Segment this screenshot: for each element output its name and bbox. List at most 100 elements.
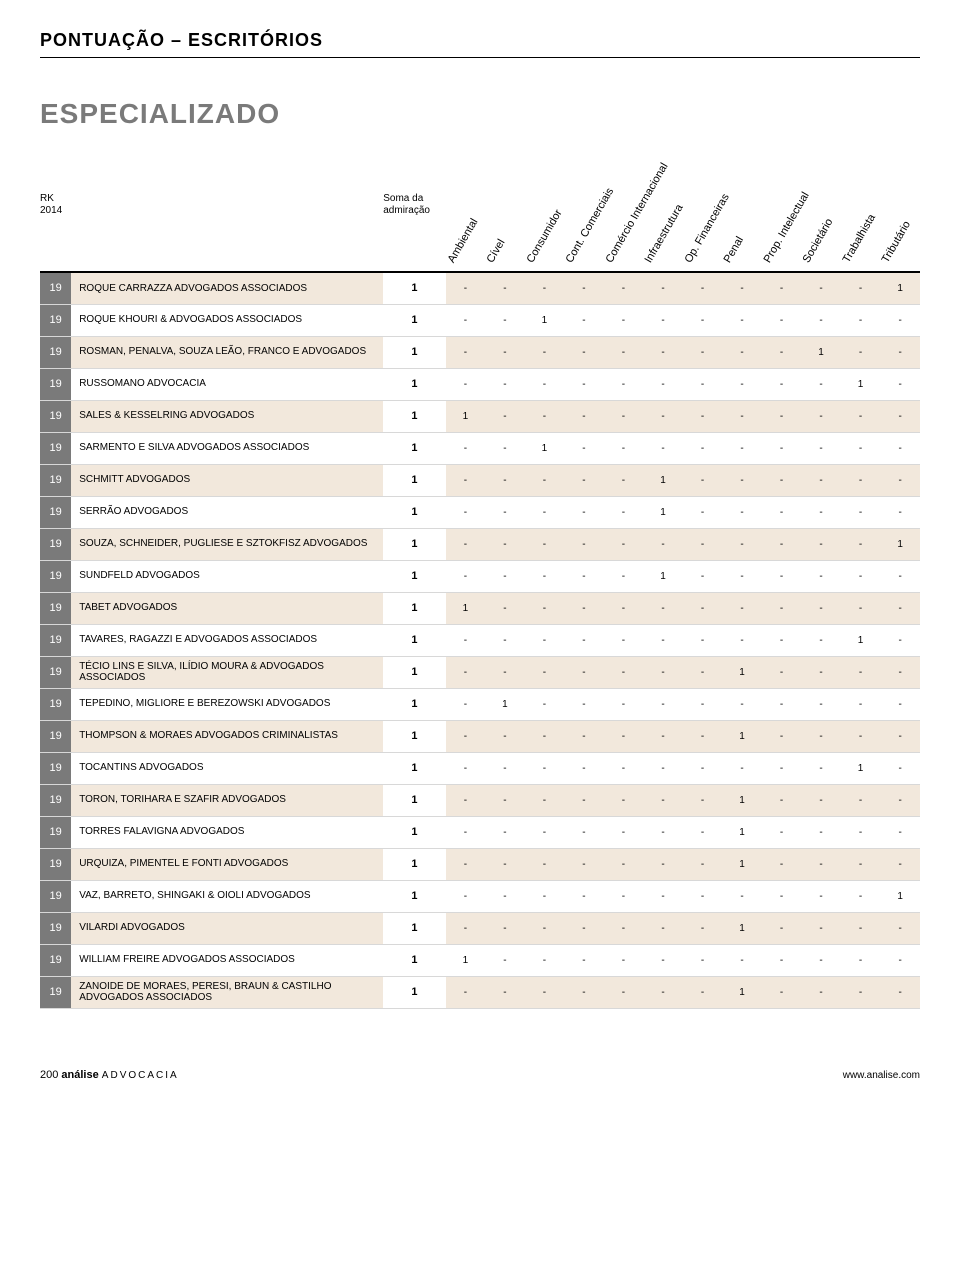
value-cell: - (604, 752, 644, 784)
soma-cell: 1 (383, 752, 445, 784)
value-cell: - (643, 752, 683, 784)
value-cell: - (762, 976, 802, 1008)
value-cell: - (880, 688, 920, 720)
value-cell: - (446, 720, 486, 752)
value-cell: - (762, 880, 802, 912)
value-cell: - (564, 752, 604, 784)
value-cell: - (604, 400, 644, 432)
value-cell: - (801, 464, 841, 496)
value-cell: - (762, 848, 802, 880)
value-cell: - (525, 560, 565, 592)
value-cell: - (801, 304, 841, 336)
name-cell: VAZ, BARRETO, SHINGAKI & OIOLI ADVOGADOS (71, 880, 383, 912)
value-cell: - (564, 656, 604, 688)
table-row: 19TEPEDINO, MIGLIORE E BEREZOWSKI ADVOGA… (40, 688, 920, 720)
value-cell: - (446, 432, 486, 464)
value-cell: - (643, 848, 683, 880)
soma-cell: 1 (383, 400, 445, 432)
value-cell: - (525, 816, 565, 848)
header-area-6: Op. Financeiras (683, 142, 723, 272)
value-cell: 1 (722, 720, 762, 752)
value-cell: - (525, 272, 565, 304)
rank-cell: 19 (40, 560, 71, 592)
header-area-11: Tributário (880, 142, 920, 272)
value-cell: - (880, 752, 920, 784)
page-title: PONTUAÇÃO – ESCRITÓRIOS (40, 30, 920, 58)
rank-cell: 19 (40, 464, 71, 496)
value-cell: - (683, 432, 723, 464)
rank-cell: 19 (40, 656, 71, 688)
value-cell: - (722, 592, 762, 624)
value-cell: - (762, 528, 802, 560)
value-cell: - (762, 816, 802, 848)
value-cell: 1 (880, 880, 920, 912)
value-cell: 1 (841, 624, 881, 656)
value-cell: - (801, 432, 841, 464)
value-cell: - (722, 944, 762, 976)
value-cell: - (683, 624, 723, 656)
value-cell: - (446, 560, 486, 592)
value-cell: - (643, 400, 683, 432)
value-cell: - (762, 496, 802, 528)
value-cell: - (841, 848, 881, 880)
value-cell: - (722, 752, 762, 784)
value-cell: - (643, 272, 683, 304)
value-cell: - (525, 592, 565, 624)
value-cell: - (564, 688, 604, 720)
value-cell: - (880, 944, 920, 976)
value-cell: 1 (722, 784, 762, 816)
value-cell: - (525, 368, 565, 400)
value-cell: - (446, 368, 486, 400)
value-cell: - (485, 336, 525, 368)
name-cell: TOCANTINS ADVOGADOS (71, 752, 383, 784)
value-cell: - (446, 464, 486, 496)
value-cell: - (485, 720, 525, 752)
value-cell: - (722, 880, 762, 912)
header-area-1: Cível (485, 142, 525, 272)
value-cell: - (485, 560, 525, 592)
value-cell: - (801, 752, 841, 784)
value-cell: - (485, 816, 525, 848)
value-cell: - (683, 688, 723, 720)
rank-cell: 19 (40, 912, 71, 944)
value-cell: - (801, 528, 841, 560)
rank-cell: 19 (40, 848, 71, 880)
rank-cell: 19 (40, 528, 71, 560)
value-cell: - (485, 592, 525, 624)
value-cell: - (643, 720, 683, 752)
value-cell: - (801, 816, 841, 848)
table-row: 19ROSMAN, PENALVA, SOUZA LEÃO, FRANCO E … (40, 336, 920, 368)
rank-cell: 19 (40, 272, 71, 304)
value-cell: - (643, 336, 683, 368)
value-cell: - (564, 272, 604, 304)
value-cell: - (880, 816, 920, 848)
value-cell: - (762, 336, 802, 368)
value-cell: - (722, 432, 762, 464)
value-cell: - (841, 720, 881, 752)
value-cell: 1 (880, 528, 920, 560)
header-area-4: Comércio Internacional (604, 142, 644, 272)
header-area-10: Trabalhista (841, 142, 881, 272)
value-cell: - (564, 368, 604, 400)
value-cell: - (564, 944, 604, 976)
value-cell: - (564, 848, 604, 880)
value-cell: - (683, 560, 723, 592)
table-row: 19SCHMITT ADVOGADOS1-----1------ (40, 464, 920, 496)
value-cell: - (485, 400, 525, 432)
value-cell: - (485, 496, 525, 528)
value-cell: 1 (446, 400, 486, 432)
value-cell: - (683, 880, 723, 912)
value-cell: - (841, 528, 881, 560)
value-cell: - (643, 528, 683, 560)
value-cell: - (880, 432, 920, 464)
value-cell: - (604, 336, 644, 368)
table-row: 19TAVARES, RAGAZZI E ADVOGADOS ASSOCIADO… (40, 624, 920, 656)
value-cell: - (722, 496, 762, 528)
soma-cell: 1 (383, 272, 445, 304)
value-cell: - (485, 464, 525, 496)
name-cell: SALES & KESSELRING ADVOGADOS (71, 400, 383, 432)
value-cell: - (604, 464, 644, 496)
value-cell: - (880, 656, 920, 688)
value-cell: - (880, 304, 920, 336)
value-cell: - (801, 880, 841, 912)
